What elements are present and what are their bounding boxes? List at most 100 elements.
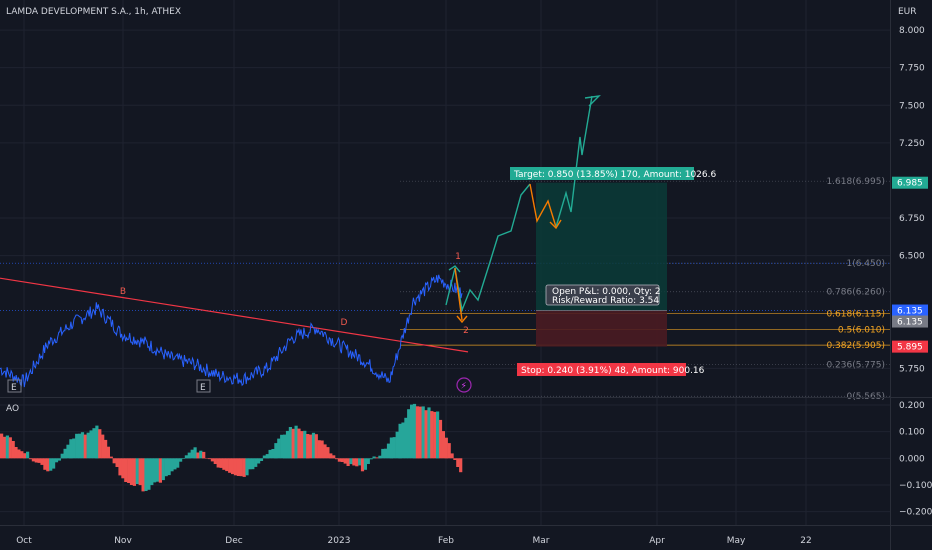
ao-bar: [415, 406, 419, 459]
ao-bar: [306, 434, 310, 459]
ao-bar: [395, 431, 399, 459]
ao-bar: [98, 429, 102, 459]
wave-bear-segment[interactable]: [454, 267, 463, 321]
ao-bar: [363, 458, 367, 470]
price-tick-label: 7.500: [899, 101, 925, 111]
descending-trend-line[interactable]: [0, 277, 469, 353]
current-price-badge: [892, 304, 928, 317]
ao-bar: [129, 458, 134, 485]
ao-bar: [196, 452, 200, 459]
wave-label-1: 1: [455, 252, 461, 262]
arrow-head: [549, 219, 562, 230]
ao-bar: [337, 458, 341, 462]
ao-bar: [124, 458, 128, 482]
ao-bar: [277, 438, 281, 459]
ao-bar: [164, 458, 168, 477]
ao-bar: [121, 458, 125, 479]
long-position-tool[interactable]: [536, 182, 667, 347]
ao-bar: [369, 458, 373, 460]
ao-bar: [184, 455, 188, 459]
e-marker-2[interactable]: E: [196, 379, 211, 393]
ao-bar: [352, 458, 356, 466]
ao-bar: [433, 411, 437, 459]
price-tick-label: 6.500: [899, 252, 925, 262]
ao-bar: [141, 458, 145, 492]
stop-zone[interactable]: [536, 310, 667, 347]
ao-bar: [170, 458, 174, 472]
price-tick-label: 5.750: [899, 364, 925, 374]
chart-title: LAMDA DEVELOPMENT S.A., 1h, ATHEX: [6, 7, 181, 17]
time-tick-label: 2023: [328, 536, 351, 546]
ao-bar: [447, 443, 451, 459]
ao-bar: [127, 458, 131, 483]
ao-bar: [317, 440, 321, 459]
ao-bar: [28, 458, 33, 460]
ao-bar: [75, 433, 79, 459]
ao-bar: [222, 458, 226, 470]
price-series: [0, 274, 463, 388]
ao-bar: [14, 447, 18, 459]
wave-label-2: 2: [463, 326, 469, 336]
ao-bar: [366, 458, 370, 464]
ao-bar: [265, 454, 269, 459]
ao-bar: [43, 458, 47, 470]
ao-bar: [418, 406, 422, 459]
ao-bar: [179, 458, 183, 462]
ao-bar: [83, 434, 87, 459]
target-price-badge: [892, 176, 928, 189]
ao-bar: [332, 455, 336, 459]
ao-bar: [104, 439, 108, 459]
lightning-icon[interactable]: ⚡: [456, 377, 472, 393]
ao-bar: [112, 458, 116, 464]
stop-price-badge-text: 5.895: [897, 343, 923, 353]
ao-bar: [436, 411, 440, 459]
ao-bar: [187, 452, 191, 459]
ao-bar: [34, 458, 38, 463]
fib-level-label: 0.618(6.115): [826, 310, 885, 320]
svg-text:Open P&L: 0.000, Qty: 2: Open P&L: 0.000, Qty: 2: [552, 287, 661, 297]
ao-bar: [92, 428, 96, 459]
e-marker-1[interactable]: E: [7, 379, 22, 393]
ao-bar: [314, 434, 318, 459]
ao-bar: [343, 458, 347, 464]
trend-line[interactable]: [0, 277, 469, 353]
wave-bear-segment[interactable]: [529, 183, 557, 228]
ao-bar: [444, 437, 448, 459]
ao-bar: [283, 434, 287, 459]
ao-bar: [329, 453, 333, 459]
time-tick-label: Feb: [438, 536, 454, 546]
ao-bar: [355, 458, 359, 467]
price-tick-label: 6.750: [899, 214, 925, 224]
ao-bar: [219, 458, 223, 468]
ao-tick-label: 0.200: [899, 401, 925, 411]
wave-label-b: B: [120, 287, 126, 297]
fib-level-label: 0.236(5.775): [826, 361, 885, 371]
ao-bar: [190, 449, 194, 459]
ao-bar: [349, 458, 353, 465]
ao-bar: [231, 458, 235, 475]
ao-bar: [404, 417, 408, 459]
time-tick-label: Oct: [16, 536, 32, 546]
ao-bar: [268, 449, 272, 459]
ao-bar: [311, 432, 316, 459]
ao-bar: [297, 428, 301, 459]
ao-bar: [378, 455, 382, 459]
stop-price-badge: [892, 340, 928, 353]
ao-bar: [225, 458, 229, 472]
ao-bar: [291, 428, 295, 459]
ao-bar: [346, 458, 350, 466]
target-label: Target: 0.850 (13.85%) 170, Amount: 1026…: [510, 167, 716, 180]
ao-bar: [147, 458, 151, 490]
ao-bar: [248, 458, 252, 470]
ao-bar: [202, 451, 206, 459]
ao-bar: [320, 440, 324, 459]
ao-bar: [340, 458, 344, 462]
ao-bar: [430, 411, 434, 459]
price-tick-label: 7.750: [899, 64, 925, 74]
svg-text:Risk/Reward Ratio: 3.54: Risk/Reward Ratio: 3.54: [552, 296, 659, 306]
ao-bar: [23, 453, 27, 459]
time-tick-label: 22: [800, 536, 811, 546]
ao-bar: [259, 458, 264, 461]
ao-bar: [213, 458, 217, 464]
